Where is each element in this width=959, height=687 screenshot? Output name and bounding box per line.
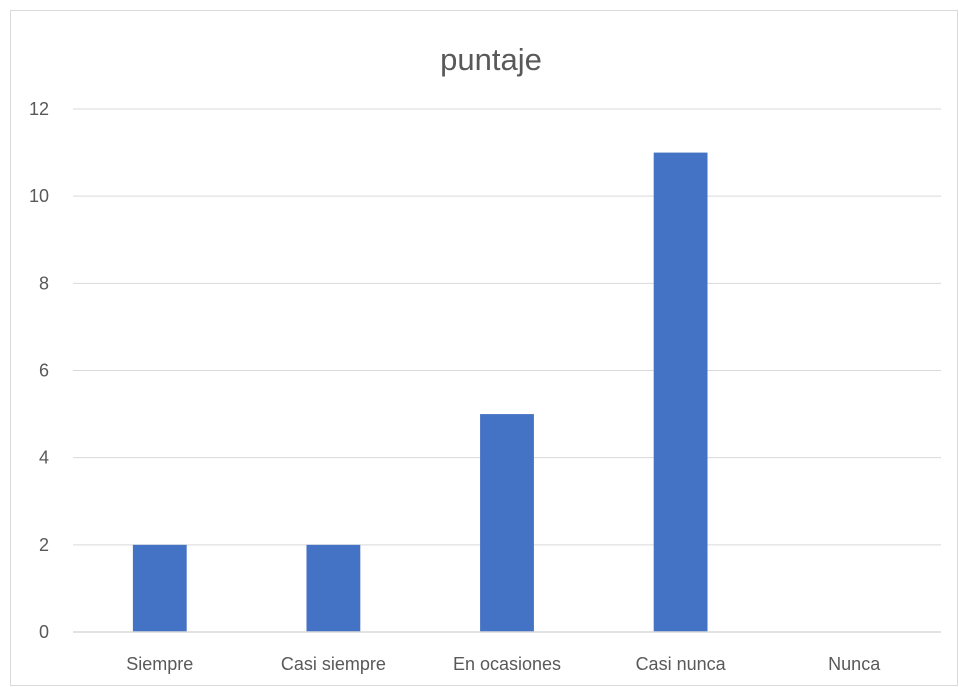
chart-title: puntaje bbox=[440, 42, 542, 77]
gridlines bbox=[73, 108, 941, 546]
x-axis-ticks: Siempre Casi siempre En ocasiones Casi nunc… bbox=[126, 654, 881, 674]
y-tick-label: 10 bbox=[29, 186, 49, 206]
x-tick-label: Casi siempre bbox=[281, 654, 386, 674]
y-tick-label: 6 bbox=[39, 361, 49, 381]
y-axis-ticks: 0 2 4 6 8 10 12 bbox=[29, 99, 49, 642]
x-tick-label: En ocasiones bbox=[453, 654, 561, 674]
bar bbox=[653, 152, 708, 633]
y-tick-label: 4 bbox=[39, 448, 49, 468]
y-tick-label: 12 bbox=[29, 99, 49, 119]
x-tick-label: Siempre bbox=[126, 654, 193, 674]
y-tick-label: 8 bbox=[39, 273, 49, 293]
bars bbox=[132, 152, 708, 633]
x-tick-label: Nunca bbox=[828, 654, 881, 674]
bar bbox=[480, 414, 534, 632]
bar bbox=[306, 544, 361, 632]
bar bbox=[132, 544, 187, 632]
y-tick-label: 0 bbox=[39, 622, 49, 642]
y-tick-label: 2 bbox=[39, 535, 49, 555]
x-tick-label: Casi nunca bbox=[636, 654, 727, 674]
